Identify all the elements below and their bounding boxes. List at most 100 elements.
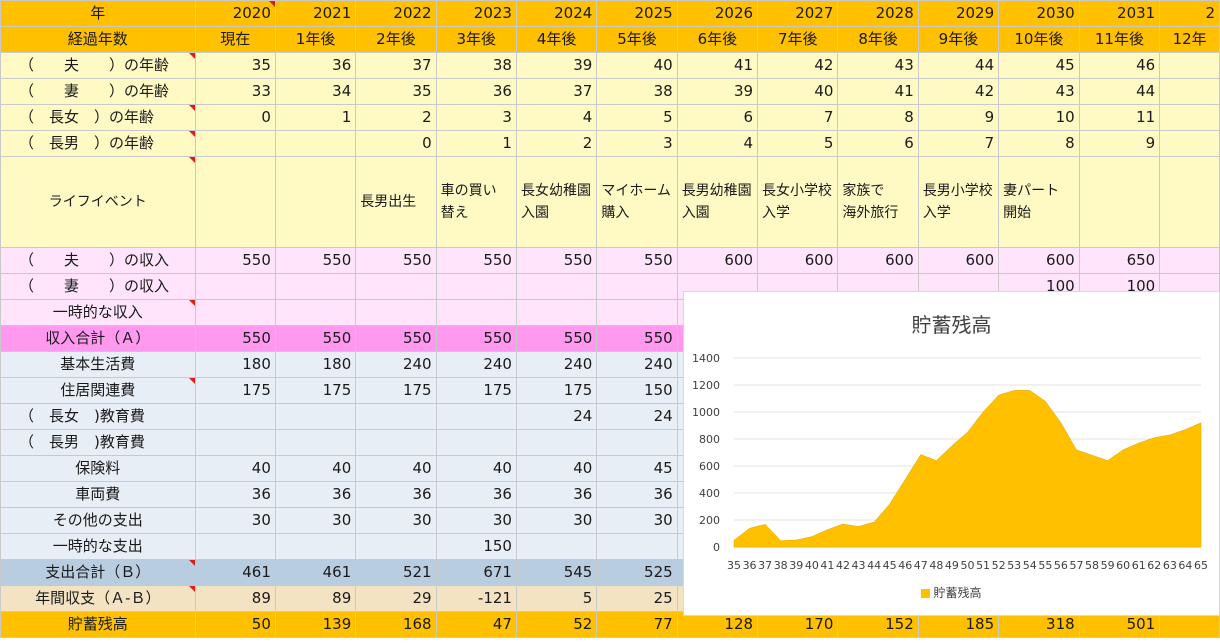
cell-housing-5[interactable]: 150: [596, 377, 678, 404]
row-label-other[interactable]: その他の支出: [0, 507, 196, 534]
cell-living-5[interactable]: 240: [596, 351, 678, 378]
row-label-daughter_age[interactable]: （ 長女 ）の年齢: [0, 104, 196, 131]
cell-wife_age-2[interactable]: 35: [355, 78, 437, 105]
cell-annual_balance-4[interactable]: 5: [515, 585, 598, 612]
cell-elapsed-0[interactable]: 現在: [194, 26, 276, 53]
cell-living-1[interactable]: 180: [274, 351, 357, 378]
cell-temp_income-5[interactable]: [596, 299, 678, 326]
cell-annual_balance-1[interactable]: 89: [274, 585, 357, 612]
cell-husband_age-0[interactable]: 35: [194, 52, 276, 79]
cell-other-5[interactable]: 30: [596, 507, 678, 534]
cell-life_event-4[interactable]: 長女幼稚園 入園: [515, 156, 598, 248]
cell-husband_age-1[interactable]: 36: [274, 52, 357, 79]
cell-wife_age-7[interactable]: 40: [757, 78, 839, 105]
cell-edu_daughter-0[interactable]: [194, 403, 276, 430]
cell-edu_son-1[interactable]: [274, 429, 357, 456]
cell-expense_total-4[interactable]: 545: [515, 559, 598, 586]
cell-daughter_age-4[interactable]: 4: [515, 104, 598, 131]
cell-income_total-3[interactable]: 550: [435, 325, 517, 352]
cell-housing-4[interactable]: 175: [515, 377, 598, 404]
cell-elapsed-11[interactable]: 11年後: [1078, 26, 1161, 53]
cell-savings-0[interactable]: 50: [194, 611, 276, 638]
cell-annual_balance-3[interactable]: -121: [435, 585, 517, 612]
cell-edu_daughter-3[interactable]: [435, 403, 517, 430]
cell-husband_age-12[interactable]: [1159, 52, 1220, 79]
cell-year-10[interactable]: 2030: [998, 0, 1080, 27]
row-label-vehicle[interactable]: 車両費: [0, 481, 196, 508]
cell-vehicle-3[interactable]: 36: [435, 481, 517, 508]
cell-savings-5[interactable]: 77: [596, 611, 678, 638]
cell-insurance-3[interactable]: 40: [435, 455, 517, 482]
cell-insurance-2[interactable]: 40: [355, 455, 437, 482]
cell-life_event-3[interactable]: 車の買い 替え: [435, 156, 517, 248]
row-label-insurance[interactable]: 保険料: [0, 455, 196, 482]
cell-wife_age-0[interactable]: 33: [194, 78, 276, 105]
cell-daughter_age-12[interactable]: [1159, 104, 1220, 131]
cell-elapsed-5[interactable]: 5年後: [596, 26, 678, 53]
cell-other-2[interactable]: 30: [355, 507, 437, 534]
savings-area-series[interactable]: [733, 390, 1202, 548]
cell-husband_age-9[interactable]: 44: [917, 52, 1000, 79]
row-label-savings[interactable]: 貯蓄残高: [0, 611, 196, 638]
cell-son_age-7[interactable]: 5: [757, 130, 839, 157]
cell-son_age-5[interactable]: 3: [596, 130, 678, 157]
row-label-annual_balance[interactable]: 年間収支（Ａ-Ｂ）: [0, 585, 196, 612]
cell-expense_total-5[interactable]: 525: [596, 559, 678, 586]
cell-year-0[interactable]: 2020: [194, 0, 276, 27]
cell-savings-3[interactable]: 47: [435, 611, 517, 638]
cell-temp_expense-3[interactable]: 150: [435, 533, 517, 560]
cell-insurance-4[interactable]: 40: [515, 455, 598, 482]
cell-income_total-4[interactable]: 550: [515, 325, 598, 352]
cell-elapsed-12[interactable]: 12年: [1159, 26, 1220, 53]
cell-edu_son-2[interactable]: [355, 429, 437, 456]
cell-daughter_age-6[interactable]: 6: [676, 104, 759, 131]
row-label-income_total[interactable]: 収入合計（Ａ）: [0, 325, 196, 352]
cell-savings-2[interactable]: 168: [355, 611, 437, 638]
row-label-husband_income[interactable]: （ 夫 ）の収入: [0, 247, 196, 274]
cell-annual_balance-0[interactable]: 89: [194, 585, 276, 612]
cell-temp_income-0[interactable]: [194, 299, 276, 326]
cell-wife_age-11[interactable]: 44: [1078, 78, 1161, 105]
cell-living-3[interactable]: 240: [435, 351, 517, 378]
cell-vehicle-5[interactable]: 36: [596, 481, 678, 508]
cell-temp_income-4[interactable]: [515, 299, 598, 326]
cell-life_event-6[interactable]: 長男幼稚園 入園: [676, 156, 759, 248]
cell-husband_income-8[interactable]: 600: [837, 247, 919, 274]
cell-expense_total-2[interactable]: 521: [355, 559, 437, 586]
cell-husband_age-11[interactable]: 46: [1078, 52, 1161, 79]
row-label-edu_son[interactable]: （ 長男 )教育費: [0, 429, 196, 456]
cell-housing-1[interactable]: 175: [274, 377, 357, 404]
cell-son_age-8[interactable]: 6: [837, 130, 919, 157]
row-label-wife_age[interactable]: （ 妻 ）の年齢: [0, 78, 196, 105]
cell-son_age-12[interactable]: [1159, 130, 1220, 157]
cell-vehicle-0[interactable]: 36: [194, 481, 276, 508]
cell-year-4[interactable]: 2024: [515, 0, 598, 27]
cell-year-7[interactable]: 2027: [757, 0, 839, 27]
cell-housing-2[interactable]: 175: [355, 377, 437, 404]
cell-husband_age-2[interactable]: 37: [355, 52, 437, 79]
cell-temp_income-1[interactable]: [274, 299, 357, 326]
cell-temp_expense-0[interactable]: [194, 533, 276, 560]
savings-chart[interactable]: 貯蓄残高 0 200 400 600 800 1000 1200 1400 35 36 37 38 39…: [683, 291, 1220, 616]
cell-wife_income-0[interactable]: [194, 273, 276, 300]
cell-wife_age-10[interactable]: 43: [998, 78, 1080, 105]
cell-wife_age-5[interactable]: 38: [596, 78, 678, 105]
row-label-temp_income[interactable]: 一時的な収入: [0, 299, 196, 326]
cell-wife_age-3[interactable]: 36: [435, 78, 517, 105]
cell-life_event-12[interactable]: [1159, 156, 1220, 248]
cell-daughter_age-5[interactable]: 5: [596, 104, 678, 131]
cell-daughter_age-11[interactable]: 11: [1078, 104, 1161, 131]
row-label-housing[interactable]: 住居関連費: [0, 377, 196, 404]
cell-housing-0[interactable]: 175: [194, 377, 276, 404]
cell-life_event-5[interactable]: マイホーム 購入: [596, 156, 678, 248]
cell-daughter_age-10[interactable]: 10: [998, 104, 1080, 131]
cell-daughter_age-0[interactable]: 0: [194, 104, 276, 131]
cell-edu_daughter-4[interactable]: 24: [515, 403, 598, 430]
cell-life_event-2[interactable]: 長男出生: [355, 156, 437, 248]
cell-living-0[interactable]: 180: [194, 351, 276, 378]
cell-year-3[interactable]: 2023: [435, 0, 517, 27]
cell-temp_income-3[interactable]: [435, 299, 517, 326]
cell-elapsed-3[interactable]: 3年後: [435, 26, 517, 53]
cell-husband_income-7[interactable]: 600: [757, 247, 839, 274]
cell-wife_age-6[interactable]: 39: [676, 78, 759, 105]
